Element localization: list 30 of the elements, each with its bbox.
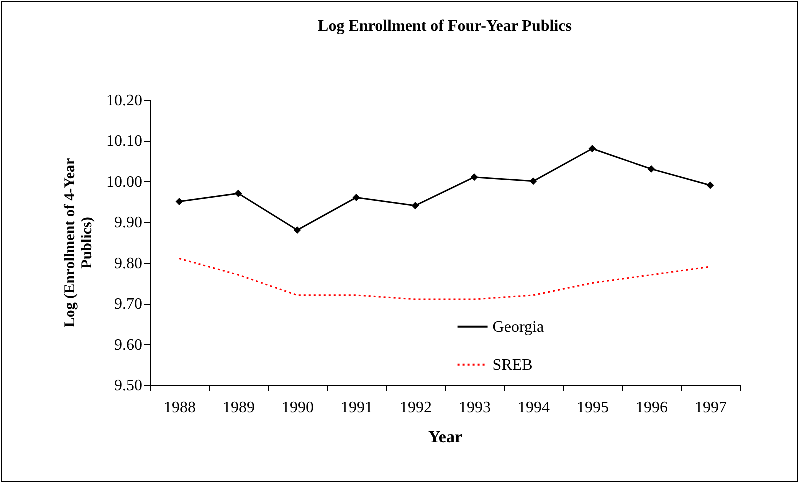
y-tick-label: 9.90 — [114, 214, 142, 232]
x-tick-label: 1990 — [282, 400, 314, 416]
x-tick-label: 1993 — [459, 400, 491, 416]
x-tick-label: 1996 — [636, 400, 668, 416]
y-tick-label: 10.00 — [106, 174, 142, 191]
x-tick-label: 1989 — [223, 400, 255, 416]
x-tick-label: 1988 — [164, 400, 196, 416]
x-tick-label: 1997 — [695, 400, 727, 416]
line-series — [178, 258, 712, 300]
legend-label: Georgia — [492, 318, 544, 336]
y-tick-label: 10.20 — [106, 92, 142, 110]
x-tick-label: 1991 — [341, 400, 373, 416]
y-axis-title: Log (Enrollment of 4-Year Publics) — [62, 158, 96, 328]
y-tick-label: 9.50 — [114, 378, 142, 394]
point — [470, 174, 478, 182]
y-tick-label: 9.80 — [114, 255, 142, 272]
x-tick-label: 1992 — [400, 400, 432, 416]
chart-title: Log Enrollment of Four-Year Publics — [318, 18, 572, 35]
point — [706, 182, 714, 190]
y-tick-label: 9.60 — [114, 336, 142, 354]
legend-label: SREB — [492, 356, 533, 374]
point — [530, 178, 538, 186]
y-tick-label: 9.70 — [114, 296, 142, 314]
x-tick-label: 1994 — [518, 400, 550, 416]
y-tick-label: 10.10 — [106, 133, 142, 150]
point — [234, 190, 242, 198]
x-axis-title: Year — [428, 428, 463, 446]
point — [588, 145, 596, 153]
x-tick-label: 1995 — [577, 400, 609, 416]
point — [412, 202, 420, 210]
